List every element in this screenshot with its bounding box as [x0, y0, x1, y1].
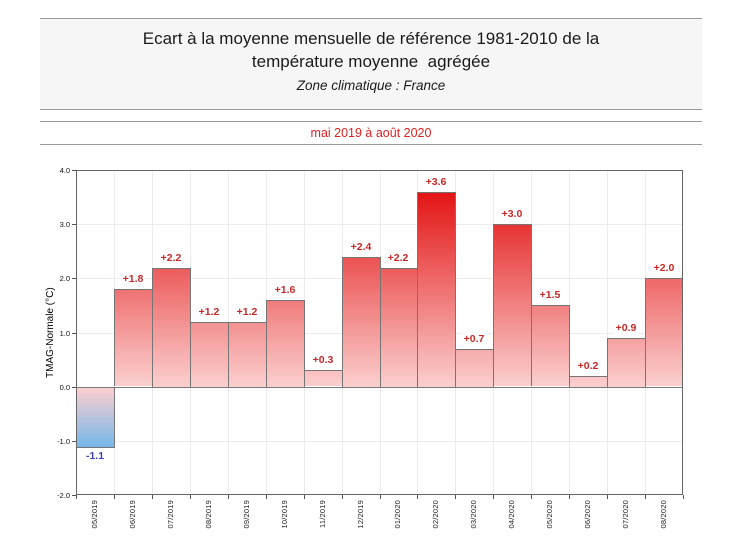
y-tick-label: 0.0: [59, 383, 70, 392]
y-tick: [72, 170, 76, 171]
y-tick-label: -2.0: [57, 491, 70, 500]
x-tick-label: 06/2019: [128, 500, 137, 529]
zero-axis-line: [76, 387, 683, 388]
bar-value-label: +1.6: [272, 284, 298, 297]
bar-value-label: +3.0: [499, 208, 525, 221]
bar-04-2020: [493, 224, 532, 386]
bar-value-label: +0.2: [575, 360, 601, 373]
x-tick: [76, 495, 77, 499]
bar-value-label: +1.2: [196, 306, 222, 319]
x-tick: [304, 495, 305, 499]
x-tick: [417, 495, 418, 499]
y-tick-label: 3.0: [59, 220, 70, 229]
x-tick: [190, 495, 191, 499]
y-tick: [72, 224, 76, 225]
gridline-h: [76, 224, 683, 225]
x-tick: [342, 495, 343, 499]
x-tick: [607, 495, 608, 499]
bar-value-label: +3.6: [423, 176, 449, 189]
period-label: mai 2019 à août 2020: [310, 126, 432, 140]
x-tick: [645, 495, 646, 499]
bar-value-label: +2.2: [158, 252, 184, 265]
x-tick: [455, 495, 456, 499]
y-tick-label: -1.0: [57, 437, 70, 446]
bar-value-label: +2.0: [651, 262, 677, 275]
bar-value-label: +0.3: [310, 354, 336, 367]
x-tick-label: 06/2020: [583, 500, 592, 529]
bar-value-label: +2.4: [348, 241, 374, 254]
x-tick-label: 03/2020: [469, 500, 478, 529]
x-tick-label: 11/2019: [318, 500, 327, 528]
x-tick: [152, 495, 153, 499]
x-tick: [228, 495, 229, 499]
x-tick: [531, 495, 532, 499]
x-tick-label: 07/2020: [621, 500, 630, 529]
y-tick-label: 2.0: [59, 274, 70, 283]
y-tick: [72, 495, 76, 496]
bar-03-2020: [455, 349, 494, 387]
x-tick-label: 04/2020: [507, 500, 516, 529]
y-tick: [72, 278, 76, 279]
bar-05-2020: [531, 305, 570, 386]
x-tick-label: 01/2020: [393, 500, 402, 529]
bar-value-label: +1.8: [120, 273, 146, 286]
x-tick-label: 10/2019: [280, 500, 289, 529]
x-tick: [380, 495, 381, 499]
chart-subtitle: Zone climatique : France: [296, 78, 446, 93]
y-tick: [72, 441, 76, 442]
bar-01-2020: [380, 268, 419, 387]
bar-value-label: +0.7: [461, 333, 487, 346]
y-axis-title: TMAG-Normale (°C): [45, 287, 56, 378]
gridline-h: [76, 441, 683, 442]
x-tick: [266, 495, 267, 499]
x-tick-label: 07/2019: [166, 500, 175, 529]
x-tick-label: 05/2020: [545, 500, 554, 529]
bar-09-2019: [228, 322, 267, 387]
bar-value-label: +1.5: [537, 289, 563, 302]
x-tick: [114, 495, 115, 499]
y-tick: [72, 387, 76, 388]
x-tick-label: 08/2019: [204, 500, 213, 529]
chart-title-line-2: température moyenne agrégée: [251, 52, 491, 71]
bar-value-label: -1.1: [83, 450, 107, 463]
y-tick-label: 4.0: [59, 166, 70, 175]
gridline-v: [607, 170, 608, 495]
period-band: mai 2019 à août 2020: [40, 121, 702, 145]
bar-02-2020: [417, 192, 456, 387]
y-tick: [72, 333, 76, 334]
x-tick-label: 08/2020: [659, 500, 668, 529]
bar-05-2019: [76, 388, 115, 448]
x-tick-label: 02/2020: [431, 500, 440, 529]
bar-08-2019: [190, 322, 229, 387]
bar-10-2019: [266, 300, 305, 387]
chart-title-line-1: Ecart à la moyenne mensuelle de référenc…: [142, 29, 600, 48]
plot-frame: [76, 170, 683, 495]
bar-08-2020: [645, 278, 683, 386]
x-tick-label: 09/2019: [242, 500, 251, 529]
x-tick-label: 05/2019: [90, 500, 99, 529]
x-tick: [683, 495, 684, 499]
x-tick: [569, 495, 570, 499]
chart-title-box: Ecart à la moyenne mensuelle de référenc…: [40, 18, 702, 110]
y-tick-label: 1.0: [59, 329, 70, 338]
bar-value-label: +0.9: [613, 322, 639, 335]
bar-value-label: +1.2: [234, 306, 260, 319]
x-tick-label: 12/2019: [356, 500, 365, 529]
x-tick: [493, 495, 494, 499]
bar-value-label: +2.2: [385, 252, 411, 265]
